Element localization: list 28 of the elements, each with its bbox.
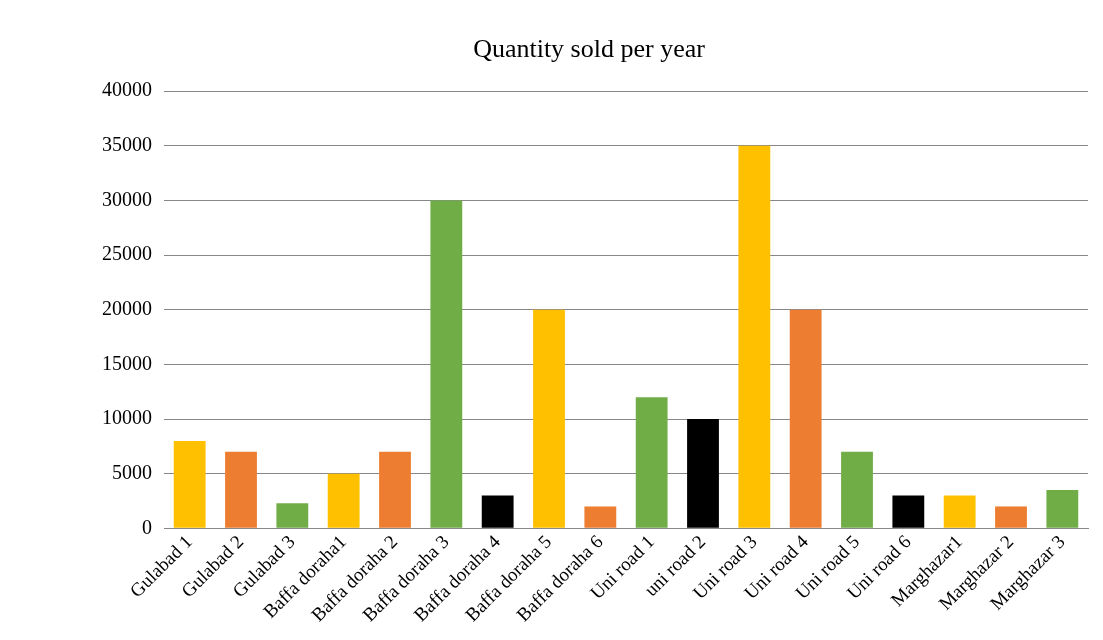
- bar: [533, 309, 565, 528]
- bar: [995, 506, 1027, 528]
- y-tick-label: 0: [142, 515, 152, 538]
- bar: [327, 473, 360, 528]
- y-tick-label: 15000: [102, 351, 152, 374]
- bar: [481, 495, 514, 528]
- bar: [379, 451, 411, 528]
- bar: [789, 309, 822, 528]
- y-tick-label: 20000: [102, 297, 152, 319]
- bar: [1046, 490, 1079, 528]
- y-tick-label: 5000: [112, 460, 152, 483]
- y-tick-label: 30000: [102, 187, 152, 210]
- y-tick-label: 40000: [102, 78, 152, 101]
- bar: [173, 440, 206, 528]
- bar: [687, 419, 719, 528]
- bar: [635, 397, 668, 528]
- bar: [892, 495, 925, 528]
- bar: [943, 495, 976, 528]
- bar: [738, 145, 771, 528]
- bar: [841, 451, 873, 528]
- y-tick-label: 35000: [102, 133, 152, 156]
- bar: [225, 451, 257, 528]
- bar: [584, 506, 617, 528]
- bar: [430, 200, 463, 528]
- y-tick-label: 25000: [102, 242, 152, 265]
- chart-title: Quantity sold per year: [473, 34, 706, 64]
- bar: [276, 503, 309, 528]
- y-tick-label: 10000: [102, 406, 152, 429]
